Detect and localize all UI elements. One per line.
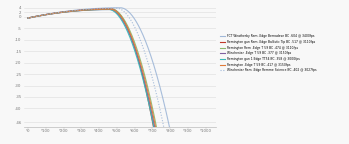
Legend: FCT Weatherby Rem .Edge Bernadese BC .604 @ 3400fps, Remington gun Rem .Edge Bal: FCT Weatherby Rem .Edge Bernadese BC .60… xyxy=(220,34,316,72)
